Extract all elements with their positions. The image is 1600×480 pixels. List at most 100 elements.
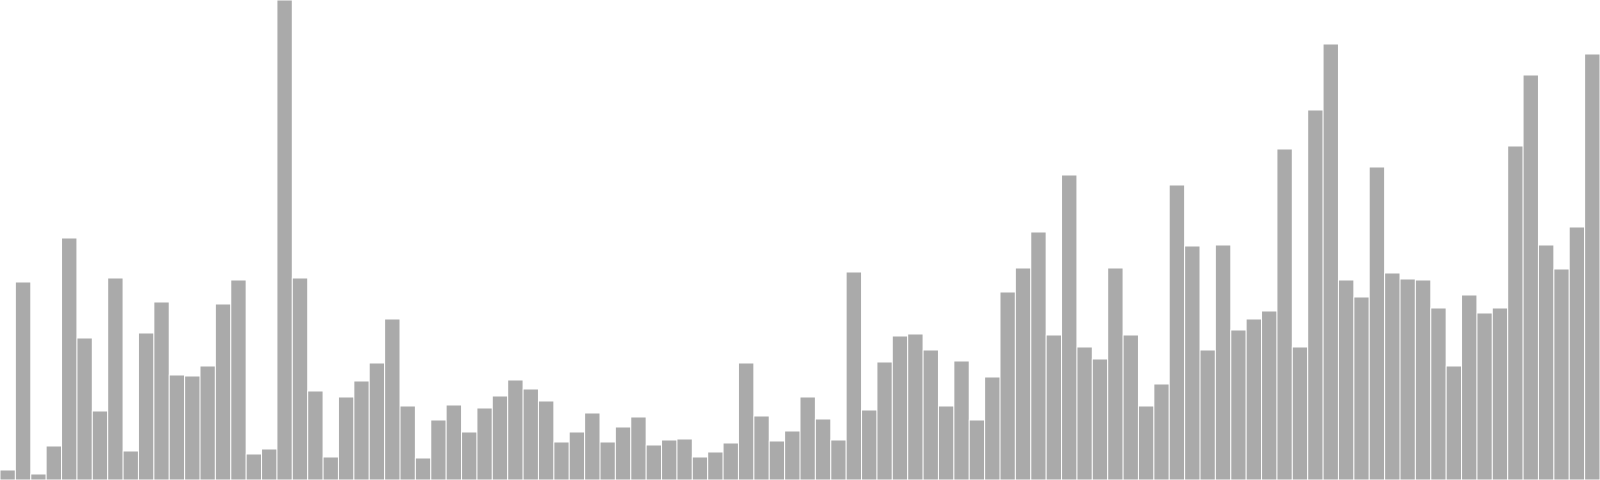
bar-0 xyxy=(0,469,16,480)
bar-11 xyxy=(168,374,186,480)
bar-10 xyxy=(153,301,170,480)
bar-96 xyxy=(1476,312,1493,480)
bar-56 xyxy=(861,409,878,480)
bar-84 xyxy=(1291,346,1309,480)
bar-37 xyxy=(568,431,586,480)
bar-41 xyxy=(630,416,647,480)
bar-53 xyxy=(814,418,832,480)
bar-9 xyxy=(137,332,155,480)
bar-34 xyxy=(522,388,539,480)
bar-28 xyxy=(430,419,447,480)
bar-44 xyxy=(676,438,693,480)
bar-13 xyxy=(199,365,216,480)
bar-94 xyxy=(1445,365,1463,480)
bar-33 xyxy=(507,379,524,480)
bar-5 xyxy=(76,337,93,480)
bar-23 xyxy=(353,380,370,480)
bar-90 xyxy=(1384,272,1401,480)
bar-32 xyxy=(491,395,509,480)
bar-21 xyxy=(322,456,339,480)
bar-45 xyxy=(691,456,709,480)
bar-62 xyxy=(953,360,970,480)
bar-68 xyxy=(1045,334,1063,480)
bar-89 xyxy=(1368,166,1386,480)
bar-36 xyxy=(553,441,570,480)
bar-79 xyxy=(1214,244,1232,480)
bar-30 xyxy=(461,431,478,480)
bar-22 xyxy=(337,396,355,480)
bar-26 xyxy=(399,405,416,480)
bar-3 xyxy=(45,445,63,480)
bar-50 xyxy=(768,440,786,480)
bar-67 xyxy=(1030,231,1047,480)
bar-31 xyxy=(476,407,493,480)
bar-46 xyxy=(707,451,724,480)
bar-93 xyxy=(1430,307,1447,480)
bar-35 xyxy=(537,400,555,480)
bar-82 xyxy=(1261,310,1278,480)
bar-57 xyxy=(876,361,893,480)
bar-64 xyxy=(984,376,1001,480)
bar-17 xyxy=(261,448,278,480)
bar-60 xyxy=(922,349,939,480)
bar-88 xyxy=(1353,296,1370,480)
bar-19 xyxy=(291,277,309,480)
bar-86 xyxy=(1322,43,1339,480)
bar-100 xyxy=(1537,244,1555,480)
bar-92 xyxy=(1414,279,1432,480)
bar-8 xyxy=(122,450,139,480)
bar-2 xyxy=(30,473,47,480)
bar-54 xyxy=(830,439,847,480)
bar-103 xyxy=(1584,53,1600,480)
bar-83 xyxy=(1276,148,1293,480)
bar-12 xyxy=(184,375,201,480)
bar-77 xyxy=(1184,245,1201,480)
bar-16 xyxy=(245,453,263,480)
bar-47 xyxy=(722,442,739,480)
bar-7 xyxy=(107,277,124,480)
bar-59 xyxy=(907,333,924,480)
bar-66 xyxy=(1014,267,1032,480)
bar-98 xyxy=(1507,145,1524,480)
bar-87 xyxy=(1337,279,1355,480)
bar-38 xyxy=(584,412,601,480)
bar-6 xyxy=(91,410,109,480)
bar-97 xyxy=(1491,307,1509,480)
bar-39 xyxy=(599,441,616,480)
bar-24 xyxy=(368,362,386,480)
bar-102 xyxy=(1568,226,1586,480)
bar-14 xyxy=(214,303,232,480)
bar-69 xyxy=(1061,174,1078,480)
bar-25 xyxy=(384,318,401,480)
bar-99 xyxy=(1522,74,1539,480)
bar-42 xyxy=(645,444,663,480)
bar-51 xyxy=(784,430,801,480)
bar-29 xyxy=(445,404,463,480)
bar-65 xyxy=(999,291,1016,480)
bar-78 xyxy=(1199,349,1216,480)
bar-73 xyxy=(1122,334,1139,480)
bar-20 xyxy=(307,390,324,480)
bar-40 xyxy=(614,426,632,480)
bar-95 xyxy=(1461,294,1478,480)
bar-43 xyxy=(661,439,678,480)
bar-48 xyxy=(737,362,755,480)
bar-80 xyxy=(1230,329,1247,480)
bar-74 xyxy=(1137,405,1155,480)
bar-85 xyxy=(1307,109,1324,480)
bar-61 xyxy=(937,405,955,480)
bar-81 xyxy=(1245,318,1263,480)
bar-101 xyxy=(1553,268,1570,480)
bar-63 xyxy=(968,419,986,480)
bar-1 xyxy=(14,281,32,480)
bar-4 xyxy=(61,237,78,480)
bar-91 xyxy=(1399,278,1416,480)
bar-27 xyxy=(414,457,432,480)
bar-52 xyxy=(799,396,816,480)
bar-72 xyxy=(1107,267,1124,480)
bar-18 xyxy=(276,0,293,480)
bar-55 xyxy=(845,271,863,480)
bar-71 xyxy=(1091,358,1109,480)
bar-58 xyxy=(891,335,909,480)
